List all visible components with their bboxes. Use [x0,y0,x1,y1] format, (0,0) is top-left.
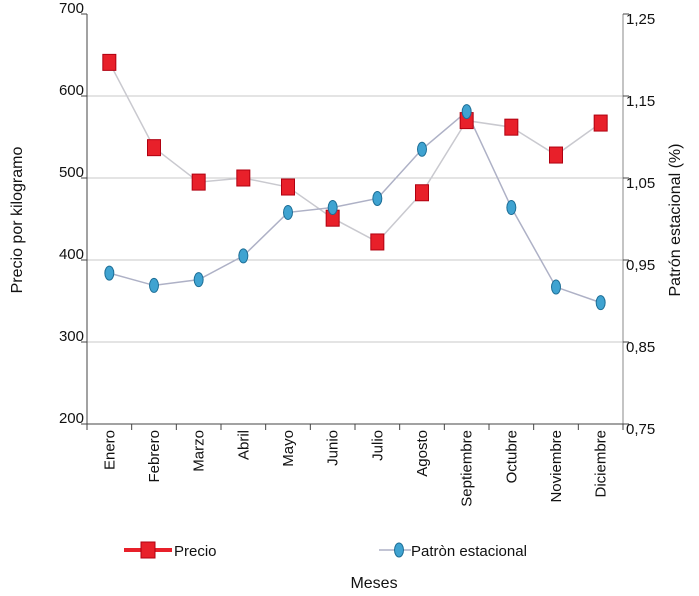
precio-point [147,139,161,157]
gridlines [87,95,623,343]
x-tick-label: Agosto [414,430,431,477]
patron-point [104,265,115,281]
x-axis-ticks: Enero Febrero Marzo Abril Mayo Junio Julio Agos… [86,424,624,507]
right-axis-ticks: 1,25 1,15 1,05 0,95 0,85 0,75 [623,11,655,438]
axes [86,14,624,425]
right-tick-label: 0,85 [626,339,655,356]
legend-patron-label: Patròn estacional [411,543,527,560]
patron-point [327,200,338,216]
left-axis-title: Precio por kilogramo [9,147,26,294]
precio-point [415,184,429,202]
patron-point [372,191,383,206]
x-tick-label: Octubre [503,430,520,483]
patron-point [193,272,204,288]
patron-point [461,104,472,120]
patron-point [506,200,517,216]
series-line-patron [109,110,601,304]
x-tick-label: Septiembre [459,430,476,507]
x-tick-label: Noviembre [548,430,565,503]
precio-point [281,178,295,196]
left-axis-ticks: 700 600 500 400 300 200 [59,0,87,427]
precio-point [236,169,251,187]
precio-point [504,118,519,136]
patron-point [283,204,293,220]
precio-point [102,53,117,71]
patron-point [238,248,249,264]
series-line-precio [108,62,602,243]
series-lines [108,62,602,304]
left-tick-label: 300 [59,328,84,345]
legend-patron-marker [394,542,404,558]
right-tick-label: 0,75 [626,421,655,438]
left-tick-label: 400 [59,246,84,263]
right-tick-label: 1,15 [626,93,655,110]
x-tick-label: Marzo [191,430,208,472]
series-markers [102,53,608,311]
x-tick-label: Enero [101,430,118,470]
patron-point [149,277,159,293]
patron-point [551,279,561,295]
left-tick-label: 600 [59,82,84,99]
precio-point [191,173,206,191]
precio-point [370,233,385,251]
precio-point [593,114,608,132]
legend-precio-marker [140,541,156,559]
right-tick-label: 1,05 [626,175,655,192]
x-axis-title: Meses [350,575,397,592]
legend-precio-label: Precio [174,543,217,560]
x-tick-label: Junio [325,430,342,466]
legend: Precio Patròn estacional [124,541,527,560]
patron-point [417,141,427,157]
right-tick-label: 1,25 [626,11,655,28]
right-axis-title: Patrón estacional (%) [667,144,684,297]
left-tick-label: 700 [59,0,84,17]
x-tick-label: Mayo [280,430,297,467]
legend-item-patron: Patròn estacional [379,542,527,560]
legend-item-precio: Precio [124,541,217,560]
precio-point [549,146,563,164]
x-tick-label: Diciembre [593,430,610,498]
right-tick-label: 0,95 [626,257,655,274]
left-tick-label: 500 [59,164,84,181]
x-tick-label: Febrero [146,430,163,483]
left-tick-label: 200 [59,410,84,427]
x-tick-label: Abril [235,430,252,460]
patron-point [595,295,606,311]
x-tick-label: Julio [369,430,386,461]
